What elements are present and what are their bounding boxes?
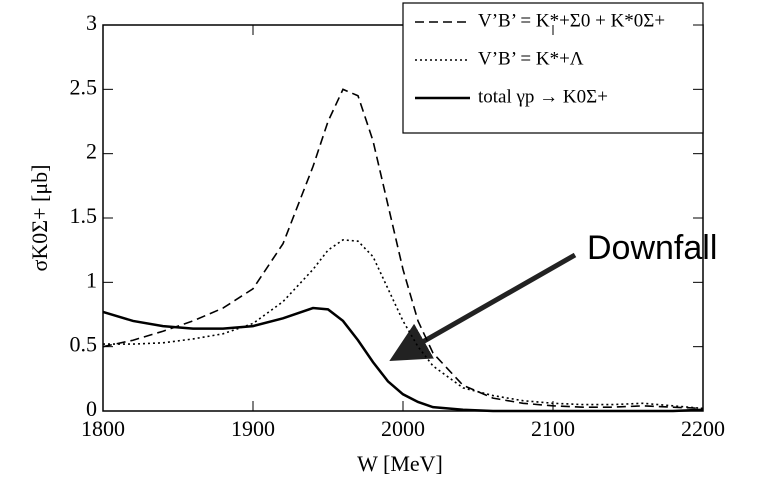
y-tick-label: 0.5	[70, 332, 98, 357]
x-tick-label: 1900	[231, 416, 275, 441]
annotation-arrow	[389, 252, 577, 361]
x-tick-label: 2200	[681, 416, 725, 441]
x-tick-label: 2100	[531, 416, 575, 441]
y-tick-label: 2.5	[70, 74, 98, 99]
y-tick-label: 2	[86, 139, 97, 164]
y-tick-label: 0	[86, 396, 97, 421]
annotation: Downfall	[587, 229, 717, 267]
series-line	[102, 88, 704, 410]
x-tick-label: 2000	[381, 416, 425, 441]
y-axis-label: σK0Σ+ [μb]	[27, 165, 52, 272]
y-tick-label: 1	[86, 267, 97, 292]
legend-label: V’B’ = K*+Σ0 + K*0Σ+	[478, 10, 665, 31]
legend-label: V’B’ = K*+Λ	[478, 48, 584, 69]
legend-label: total γp → K0Σ+	[478, 86, 608, 107]
series-line	[102, 306, 704, 413]
x-axis-label: W [MeV]	[357, 451, 443, 476]
x-tick-label: 1800	[81, 416, 125, 441]
series-line	[103, 239, 704, 410]
y-tick-label: 3	[86, 10, 97, 35]
y-tick-label: 1.5	[70, 203, 98, 228]
legend-box	[402, 2, 704, 134]
